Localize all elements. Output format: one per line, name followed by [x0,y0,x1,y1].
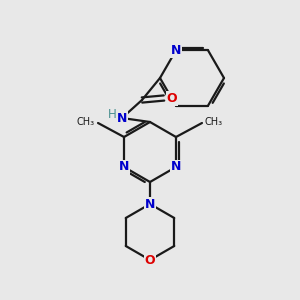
Text: N: N [171,44,181,57]
Text: CH₃: CH₃ [205,117,223,127]
Text: O: O [145,254,155,266]
Text: CH₃: CH₃ [77,117,95,127]
Text: N: N [145,197,155,211]
Text: O: O [167,92,177,104]
Text: N: N [117,112,127,124]
Text: H: H [108,109,116,122]
Text: N: N [119,160,129,173]
Text: N: N [171,160,181,173]
